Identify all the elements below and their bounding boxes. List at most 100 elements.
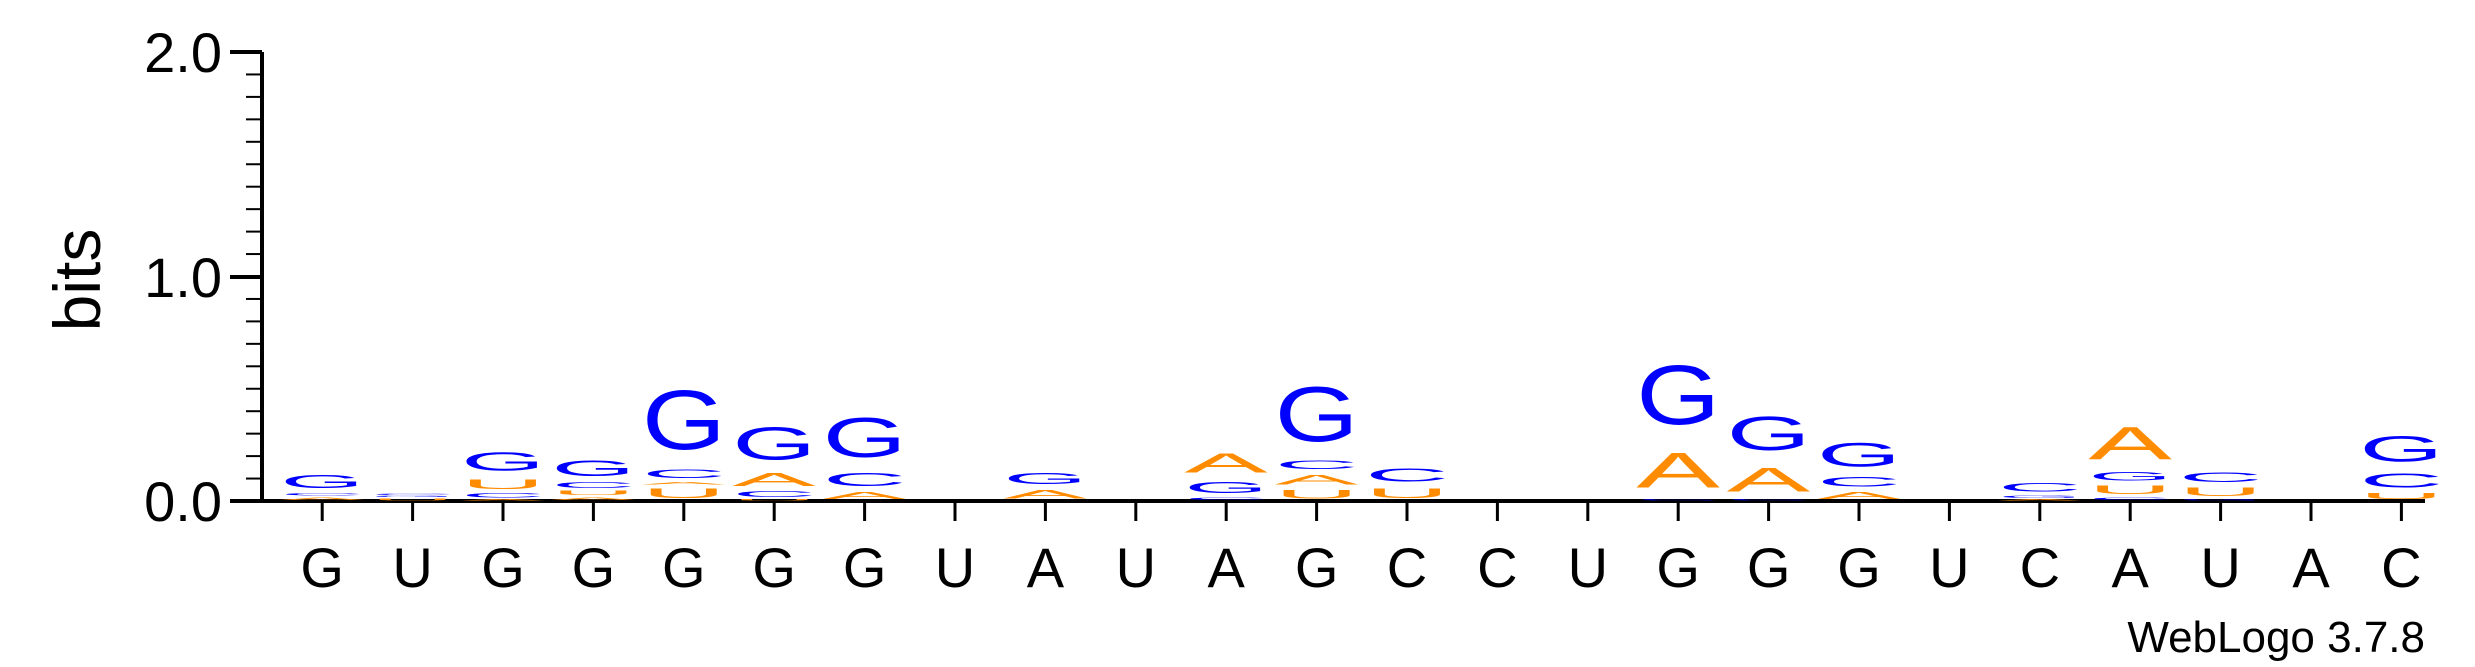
logo-letter-A: A (2088, 418, 2172, 470)
logo-letter-U: U (371, 498, 455, 501)
logo-letter-G: G (551, 456, 635, 481)
logo-letter-G: G (732, 418, 816, 470)
x-tick-label: U (392, 536, 432, 599)
logo-letter-C: C (823, 470, 907, 490)
logo-letter-G: G (2359, 429, 2443, 469)
logo-letter-A: A (732, 469, 816, 489)
logo-stack: CGA (1184, 447, 1268, 501)
logo-letter-U: U (732, 499, 816, 501)
x-tick-label: G (843, 536, 887, 599)
x-tick-label: A (1027, 536, 1065, 599)
logo-letter-U: U (2359, 492, 2443, 501)
logo-letter-A: A (551, 497, 635, 501)
x-tick-label: G (1747, 536, 1791, 599)
logo-letter-G: G (1817, 436, 1901, 474)
x-tick-label: C (1477, 536, 1517, 599)
x-tick-label: U (1929, 536, 1969, 599)
x-tick-label: C (1387, 536, 1427, 599)
logo-letter-G: G (1727, 406, 1811, 460)
logo-stack: ACG (823, 407, 908, 501)
x-tick-label: G (481, 536, 525, 599)
x-ticks (320, 501, 2403, 521)
y-minor-ticks (246, 73, 262, 480)
logo-letter-C: C (551, 481, 635, 490)
logo-letter-G: G (1636, 348, 1720, 443)
logo-stack: GUC (2179, 469, 2263, 501)
weblogo-credit: WebLogo 3.7.8 (2127, 613, 2425, 662)
logo-letter-C: C (280, 492, 364, 496)
logo-letter-G: G (1184, 479, 1268, 497)
logo-letter-G: G (2179, 499, 2263, 501)
logo-letter-C: C (1365, 465, 1449, 485)
x-tick-label: G (1295, 536, 1339, 599)
logo-letter-G: G (280, 472, 364, 492)
y-tick-label: 1.0 (144, 246, 222, 309)
logo-letter-C: C (1184, 497, 1268, 501)
logo-letter-A: A (1817, 490, 1902, 501)
logo-letter-C: C (1998, 481, 2082, 495)
logo-letter-A: A (1998, 499, 2082, 501)
logo-stacks: ACGUGCACUGAUCGUACGUCAGACGAGCGAUACGUCCAGC… (280, 348, 2443, 501)
logo-letter-A: A (1636, 443, 1720, 499)
logo-letter-G: G (642, 372, 726, 467)
logo-letter-C: C (371, 493, 455, 495)
logo-letter-C: C (461, 492, 545, 499)
logo-letter-A: A (823, 490, 908, 501)
logo-letter-C: C (1636, 499, 1720, 501)
y-tick-label: 2.0 (144, 21, 222, 84)
logo-letter-C: C (2359, 469, 2443, 492)
logo-letter-A: A (1727, 461, 1812, 499)
x-tick-label: G (1837, 536, 1881, 599)
logo-stack: UC (1365, 465, 1449, 501)
x-tick-label: U (1116, 536, 1156, 599)
logo-letter-A: A (1184, 447, 1268, 478)
logo-letter-G: G (371, 495, 455, 497)
logo-letter-U: U (2179, 485, 2263, 499)
x-tick-label: G (752, 536, 796, 599)
x-tick-label: C (2020, 536, 2060, 599)
logo-letter-U: U (1275, 487, 1359, 501)
logo-letter-A: A (642, 481, 726, 485)
x-tick-label: A (2292, 536, 2330, 599)
logo-letter-A: A (280, 497, 364, 501)
x-tick-label: A (2112, 536, 2150, 599)
x-tick-label: G (1656, 536, 1700, 599)
logo-letter-G: G (1003, 470, 1087, 488)
x-tick-label: U (935, 536, 975, 599)
logo-stack: ACG (280, 472, 364, 501)
logo-stack: ACG (1817, 436, 1902, 501)
logo-letter-A: A (461, 499, 545, 501)
logo-letter-A: A (1003, 487, 1087, 501)
y-tick-label: 0.0 (144, 470, 222, 533)
logo-letter-A: A (1275, 472, 1359, 488)
x-tick-label: A (1208, 536, 1246, 599)
x-tick-label: G (300, 536, 344, 599)
logo-letter-U: U (2088, 483, 2172, 497)
x-tick-label: G (572, 536, 616, 599)
logo-letter-C: C (1817, 474, 1901, 490)
logo-letter-U: U (1365, 485, 1449, 501)
logo-letter-G: G (2088, 470, 2172, 483)
logo-letter-U: U (461, 476, 545, 492)
y-axis-label: bits (40, 229, 114, 332)
logo-letter-G: G (461, 447, 545, 476)
logo-stack: CAG (1727, 406, 1812, 501)
logo-letter-C: C (1727, 499, 1811, 501)
logo-stack: UCG (2359, 429, 2443, 501)
logo-letter-U: U (642, 485, 726, 501)
logo-stack: UGC (371, 493, 455, 501)
logo-letter-G: G (1998, 494, 2082, 498)
x-tick-label: U (2200, 536, 2240, 599)
logo-letter-G: G (1275, 371, 1359, 458)
logo-letter-U: U (551, 490, 635, 497)
logo-letter-G: G (823, 407, 907, 470)
logo-stack: AGC (1998, 481, 2082, 501)
x-tick-label: G (662, 536, 706, 599)
x-tick-label: C (2381, 536, 2421, 599)
